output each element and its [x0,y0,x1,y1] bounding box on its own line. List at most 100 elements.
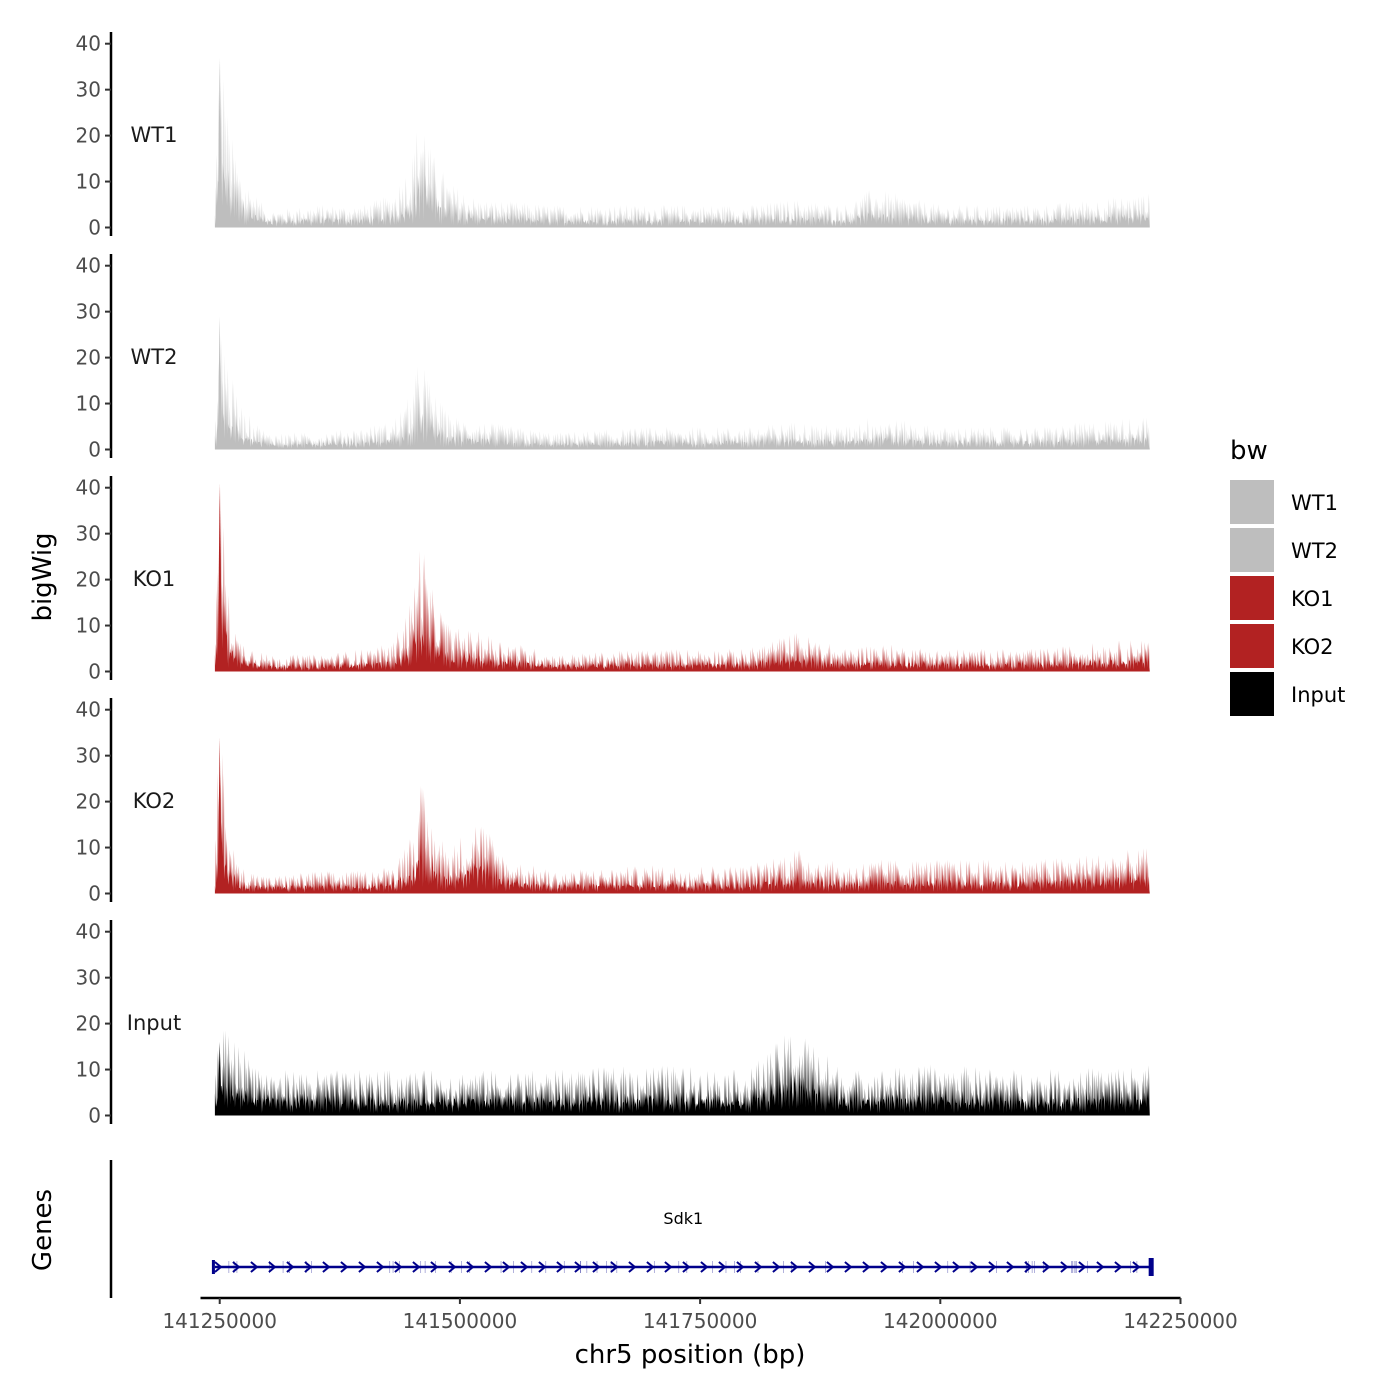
y-tick-label: 30 [76,300,101,324]
y-tick-label: 20 [76,568,101,592]
strand-arrow [214,1261,223,1273]
y-tick-label: 0 [88,660,101,684]
strand-arrow [394,1261,403,1273]
legend-swatch [1230,672,1274,716]
y-tick-label: 10 [76,1058,101,1082]
strand-arrow [376,1261,385,1273]
strand-arrow [808,1261,817,1273]
strand-arrow [430,1261,439,1273]
strand-arrow [412,1261,421,1273]
strand-arrow [916,1261,925,1273]
peak-mark [217,57,222,228]
y-tick-label: 20 [76,346,101,370]
y-tick-label: 30 [76,966,101,990]
y-tick-label: 40 [76,32,101,56]
strand-arrow [754,1261,763,1273]
y-tick-label: 40 [76,920,101,944]
strand-arrow [1096,1261,1105,1273]
track-panel-wt1: 0 10 20 30 40 WT1 [76,32,1150,240]
strand-arrow [790,1261,799,1273]
strand-arrow [484,1261,493,1273]
strand-arrow [250,1261,259,1273]
strand-arrow [880,1261,889,1273]
y-tick-label: 30 [76,78,101,102]
x-tick-label: 141250000 [162,1309,277,1333]
strand-arrow [646,1261,655,1273]
strand-arrow [340,1261,349,1273]
legend-label: KO2 [1291,635,1334,659]
y-tick-label: 30 [76,744,101,768]
strand-arrow [1114,1261,1123,1273]
legend-swatch [1230,576,1274,620]
y-tick-label: 0 [88,216,101,240]
strand-arrow [556,1261,565,1273]
strand-arrow [682,1261,691,1273]
x-tick-label: 142250000 [1123,1309,1238,1333]
y-tick-label: 20 [76,1012,101,1036]
strand-arrow [466,1261,475,1273]
y-tick-label: 40 [76,698,101,722]
strand-arrow [1060,1261,1069,1273]
legend-swatch [1230,480,1274,524]
x-axis-title: chr5 position (bp) [575,1340,806,1370]
strand-arrow [718,1261,727,1273]
peak-mark [217,483,222,672]
coverage-area-ko1 [214,486,1150,672]
strand-arrow [862,1261,871,1273]
strand-arrow [1006,1261,1015,1273]
strand-arrow [268,1261,277,1273]
track-panel-ko2: 0 10 20 30 40 KO2 [76,698,1150,906]
legend-swatch [1230,528,1274,572]
strand-arrow [952,1261,961,1273]
legend-label: WT1 [1291,491,1338,515]
y-tick-label: 40 [76,476,101,500]
y-tick-label: 10 [76,614,101,638]
strand-arrow [502,1261,511,1273]
strand-arrow [322,1261,331,1273]
coverage-area-wt1 [214,61,1150,228]
strand-arrow [520,1261,529,1273]
coverage-area-ko2 [214,754,1150,894]
track-panel-ko1: 0 10 20 30 40 KO1 [76,476,1150,684]
x-tick-label: 141750000 [643,1309,758,1333]
strand-arrow [628,1261,637,1273]
track-panels: 0 10 20 30 40 WT1 0 10 20 30 40 WT2 0 10 20 30 40 KO1 0 10 2… [76,32,1150,1128]
legend-label: WT2 [1291,539,1338,563]
strand-arrow [844,1261,853,1273]
track-label: WT1 [131,123,178,147]
x-tick-label: 141500000 [403,1309,518,1333]
strand-arrow [664,1261,673,1273]
y-tick-label: 10 [76,836,101,860]
strand-arrow [934,1261,943,1273]
legend-title: bw [1230,436,1268,466]
strand-arrow [736,1261,745,1273]
track-panel-wt2: 0 10 20 30 40 WT2 [76,254,1150,462]
legend-swatch [1230,624,1274,668]
strand-arrow [988,1261,997,1273]
y-tick-label: 0 [88,882,101,906]
gene-track: Sdk1 [109,1160,1154,1298]
y-axis-title: bigWig [28,532,58,621]
gene-label: Sdk1 [663,1209,703,1228]
y-tick-label: 10 [76,170,101,194]
coverage-area-input [214,1030,1150,1116]
legend-label: KO1 [1291,587,1334,611]
y-tick-label: 0 [88,1104,101,1128]
gene-sdk1: Sdk1 [211,1209,1154,1276]
x-tick-label: 142000000 [883,1309,998,1333]
strand-arrow [826,1261,835,1273]
track-label: KO1 [133,567,176,591]
coverage-area-wt2 [214,321,1150,450]
strand-arrow [1132,1261,1141,1273]
track-label: WT2 [131,345,178,369]
strand-arrow [1042,1261,1051,1273]
y-tick-label: 10 [76,392,101,416]
genes-axis-title: Genes [28,1189,58,1271]
track-label: Input [127,1011,181,1035]
y-tick-label: 20 [76,790,101,814]
strand-arrow [772,1261,781,1273]
strand-arrow [898,1261,907,1273]
strand-arrow [1078,1261,1087,1273]
strand-arrow [304,1261,313,1273]
